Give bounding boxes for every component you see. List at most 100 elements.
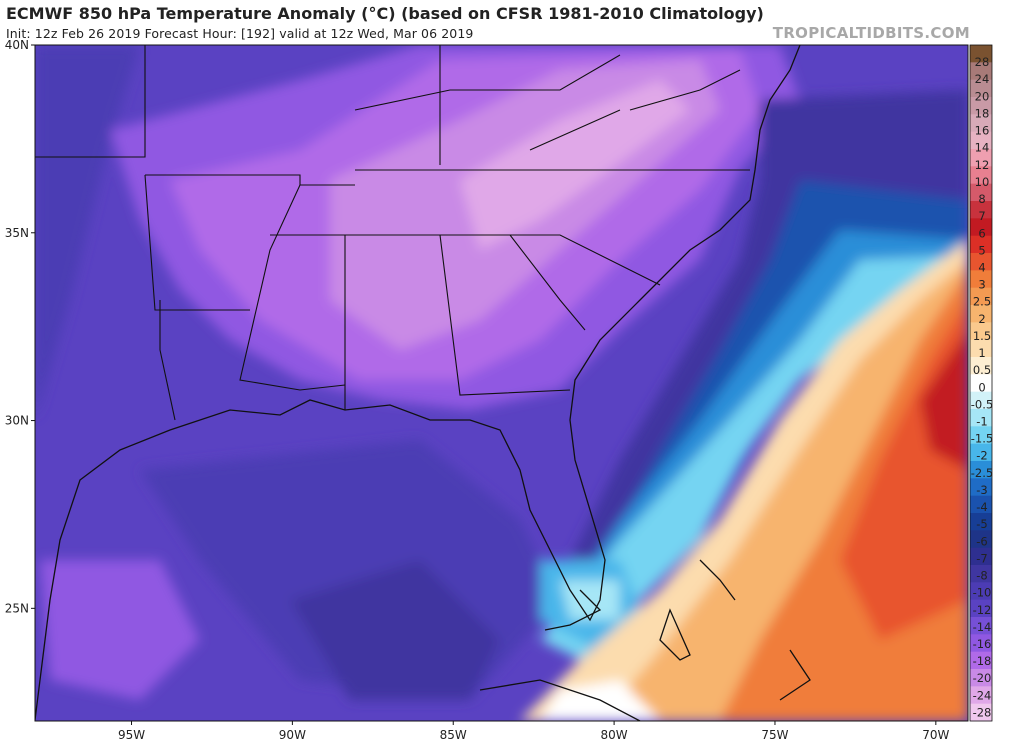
colorbar-label: 3 — [978, 278, 985, 292]
colorbar-swatch — [970, 703, 992, 722]
colorbar-swatch — [970, 374, 992, 393]
colorbar-swatch — [970, 322, 992, 341]
colorbar-label: -1.5 — [971, 432, 993, 446]
state-borders — [35, 45, 750, 421]
colorbar-swatch — [970, 599, 992, 618]
colorbar-label: -28 — [973, 705, 992, 719]
colorbar-label: 24 — [975, 72, 990, 86]
colorbar-label: 18 — [975, 106, 990, 120]
colorbar-swatch — [970, 305, 992, 323]
colorbar-label: -24 — [973, 688, 992, 702]
colorbar-swatch — [970, 443, 992, 462]
colorbar-label: -12 — [973, 603, 992, 617]
colorbar-label: 8 — [978, 192, 985, 206]
colorbar-label: 0 — [978, 380, 985, 394]
colorbar-swatch — [970, 391, 992, 410]
colorbar-swatch — [970, 287, 992, 306]
colorbar-swatch — [970, 461, 992, 479]
lon-label: 70W — [922, 728, 949, 742]
colorbar-label: -18 — [973, 654, 992, 668]
colorbar-label: 7 — [978, 209, 985, 223]
colorbar-label: -1 — [976, 415, 987, 429]
colorbar-swatch — [970, 426, 992, 445]
colorbar-swatch — [970, 114, 992, 133]
map-title: ECMWF 850 hPa Temperature Anomaly (°C) (… — [6, 4, 764, 23]
colorbar-frame — [969, 44, 993, 722]
colorbar-swatch — [970, 79, 992, 98]
colorbar-swatch — [970, 235, 992, 254]
colorbar-swatch — [970, 478, 992, 497]
latitude-axis: 40N 35N 30N 25N — [5, 38, 35, 615]
colorbar-label: -20 — [973, 671, 992, 685]
lat-label: 35N — [5, 226, 29, 240]
lon-label: 85W — [440, 728, 467, 742]
colorbar: 28 24 20 18 16 14 12 10 8 7 6 5 4 3 2.5 2 1.5 1 0.5 0 -0.5 -1… — [969, 44, 993, 722]
colorbar-swatch — [970, 183, 992, 202]
colorbar-swatch — [970, 547, 992, 566]
colorbar-swatch — [970, 201, 992, 219]
lon-label: 95W — [118, 728, 145, 742]
colorbar-swatch — [970, 149, 992, 167]
colorbar-swatch — [970, 97, 992, 115]
colorbar-swatch — [970, 651, 992, 670]
colorbar-swatch — [970, 357, 992, 375]
colorbar-label: 16 — [975, 124, 990, 138]
colorbar-label: -7 — [976, 551, 987, 565]
colorbar-label: 2 — [978, 312, 985, 326]
colorbar-label: -6 — [976, 534, 987, 548]
colorbar-swatch — [970, 582, 992, 601]
colorbar-label: -3 — [976, 483, 987, 497]
lat-label: 30N — [5, 414, 29, 428]
longitude-axis: 95W 90W 85W 80W 75W 70W — [118, 721, 950, 742]
brand-watermark: TROPICALTIDBITS.COM — [772, 24, 970, 42]
colorbar-swatch — [970, 409, 992, 427]
colorbar-swatch — [970, 166, 992, 185]
colorbar-label: 1 — [978, 346, 985, 360]
colorbar-swatch — [970, 634, 992, 653]
colorbar-label: 14 — [975, 141, 990, 155]
lon-label: 75W — [761, 728, 788, 742]
colorbar-swatch — [970, 669, 992, 687]
colorbar-label: -14 — [973, 620, 992, 634]
colorbar-label: 12 — [975, 158, 990, 172]
forecast-info: Init: 12z Feb 26 2019 Forecast Hour: [19… — [6, 26, 474, 41]
colorbar-swatch — [970, 270, 992, 289]
colorbar-label: 1.5 — [973, 329, 991, 343]
colorbar-label: -8 — [976, 569, 987, 583]
colorbar-swatch — [970, 131, 992, 150]
map-frame — [34, 44, 969, 722]
colorbar-swatch — [970, 45, 992, 63]
colorbar-swatch — [970, 495, 992, 514]
colorbar-swatch — [970, 513, 992, 531]
lon-label: 90W — [279, 728, 306, 742]
colorbar-swatch — [970, 530, 992, 549]
colorbar-swatch — [970, 617, 992, 635]
lon-label: 80W — [601, 728, 628, 742]
anomaly-field — [35, 45, 968, 721]
colorbar-label: -5 — [976, 517, 987, 531]
colorbar-label: -2.5 — [971, 466, 993, 480]
lat-label: 25N — [5, 601, 29, 615]
colorbar-label: -16 — [973, 637, 992, 651]
colorbar-label: 5 — [978, 243, 985, 257]
colorbar-label: 20 — [975, 89, 990, 103]
colorbar-label: -0.5 — [971, 397, 993, 411]
colorbar-label: 0.5 — [973, 363, 991, 377]
colorbar-label: -2 — [976, 449, 987, 463]
colorbar-label: 4 — [978, 260, 985, 274]
colorbar-label: -10 — [973, 586, 992, 600]
colorbar-swatch — [970, 62, 992, 81]
colorbar-label: 28 — [975, 55, 990, 69]
colorbar-label: 6 — [978, 226, 985, 240]
colorbar-label: -4 — [976, 500, 987, 514]
colorbar-swatch — [970, 339, 992, 358]
colorbar-swatch — [970, 686, 992, 705]
coastline — [35, 45, 811, 721]
colorbar-swatch — [970, 253, 992, 271]
colorbar-swatch — [970, 565, 992, 583]
colorbar-swatch — [970, 218, 992, 237]
lat-label: 40N — [5, 38, 29, 52]
colorbar-label: 10 — [975, 175, 990, 189]
colorbar-label: 2.5 — [973, 295, 991, 309]
